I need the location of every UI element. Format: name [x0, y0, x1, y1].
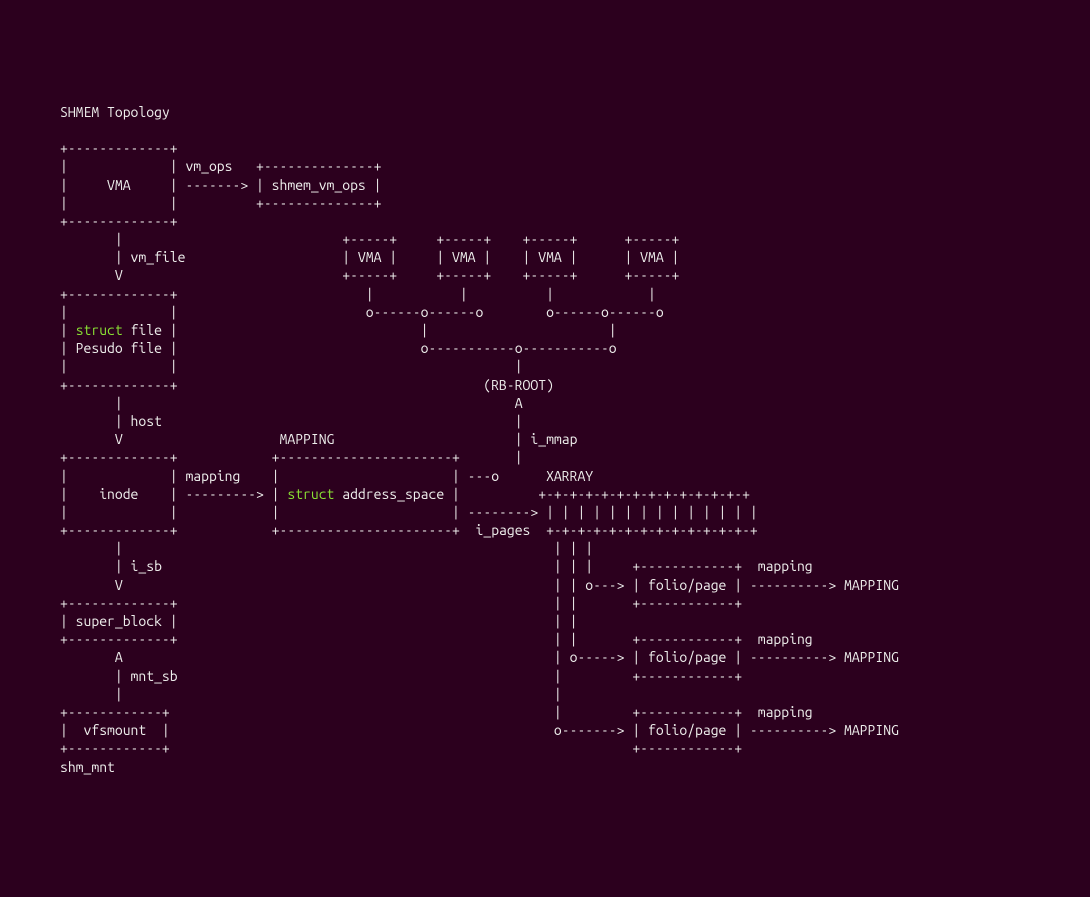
shmem-topology-diagram: SHMEM Topology +-------------+ | | vm_op… [60, 103, 1090, 776]
keyword-struct: struct [287, 486, 334, 502]
keyword-struct: struct [76, 322, 123, 338]
